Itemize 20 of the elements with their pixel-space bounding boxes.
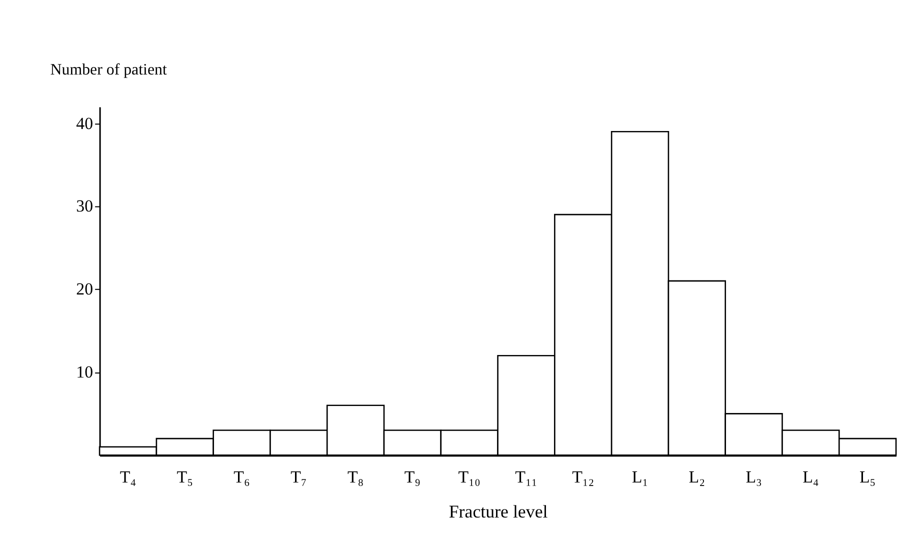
- x-tick-label: T₁₁: [515, 468, 538, 487]
- y-tick-label: 20: [76, 280, 94, 299]
- y-tick-label: 30: [76, 196, 94, 216]
- x-tick-label: T₈: [347, 468, 364, 487]
- y-tick-label: 10: [76, 362, 94, 382]
- x-tick-label: T₇: [290, 468, 307, 487]
- x-axis-title: Fracture level: [448, 501, 548, 522]
- y-axis-title: Number of patient: [50, 61, 168, 78]
- x-tick-label: L₁: [632, 468, 648, 487]
- y-tick-label: 40: [76, 114, 94, 133]
- x-tick-label: T₁₀: [458, 468, 481, 487]
- x-tick-label: L₄: [802, 468, 819, 487]
- x-tick-label: T₄: [120, 468, 136, 487]
- x-tick-label: T₆: [234, 468, 250, 487]
- x-tick-label: T₁₂: [572, 468, 594, 487]
- x-tick-label: T₅: [176, 468, 194, 487]
- x-tick-label: T₉: [404, 468, 421, 487]
- x-tick-label: L₃: [746, 468, 762, 487]
- x-tick-label: L₂: [688, 468, 706, 487]
- x-tick-label: L₅: [859, 468, 876, 487]
